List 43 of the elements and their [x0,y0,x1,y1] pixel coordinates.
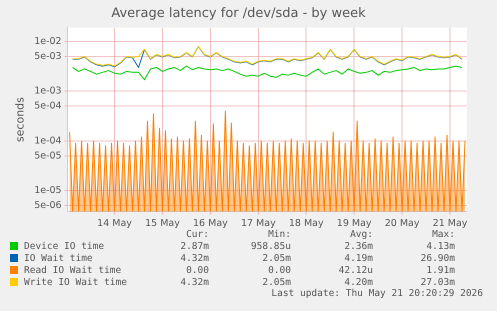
x-tick-label: 16 May [193,218,228,229]
y-tick-label: 5e-06 [34,200,62,212]
y-tick-label: 1e-02 [34,36,62,47]
legend-label: Write IO Wait time [23,276,127,288]
x-tick-label: 14 May [97,218,132,229]
text: 2.36m [343,240,373,252]
chart-title: Average latency for /dev/sda - by week [111,6,366,22]
text: 26.90m [420,252,455,264]
y-tick-label: 1e-04 [34,135,62,146]
x-tick-label: 17 May [240,218,276,229]
legend-label: Read IO Wait time [23,264,122,276]
x-tick-label: 15 May [145,218,180,229]
text: 0.00 [185,264,209,276]
text: Min: [267,228,291,240]
text: 4.13m [425,240,455,252]
text: Last update: Thu May 21 20:20:29 2026 [271,288,483,299]
y-tick-label: 5e-03 [34,50,62,62]
text: 4.32m [179,252,209,264]
text: 2.87m [179,240,209,252]
text: 1.91m [425,264,455,276]
legend-label: Device IO time [23,240,106,252]
text: 27.03m [420,276,455,288]
text: 958.85u [250,240,291,252]
y-tick-label: 1e-05 [34,185,62,196]
text: 2.05m [261,252,291,264]
x-tick-label: 21 May [432,218,468,229]
x-tick-label: 20 May [384,218,420,229]
text: 42.12u [338,264,373,276]
text: 4.20m [343,276,373,288]
text: Cur: [185,228,209,240]
text: 0.00 [267,264,291,276]
y-tick-label: 5e-04 [34,100,62,112]
text: 4.19m [343,252,373,264]
y-axis-title: seconds [13,96,26,142]
x-tick-label: 19 May [336,218,372,229]
y-tick-label: 5e-05 [34,150,62,162]
text: Max: [431,228,455,240]
text: 4.32m [179,276,209,288]
legend-label: IO Wait time [23,252,94,264]
y-tick-label: 1e-03 [34,86,62,97]
x-tick-label: 18 May [288,218,324,229]
text: 2.05m [261,276,291,288]
text: Avg: [349,228,373,240]
